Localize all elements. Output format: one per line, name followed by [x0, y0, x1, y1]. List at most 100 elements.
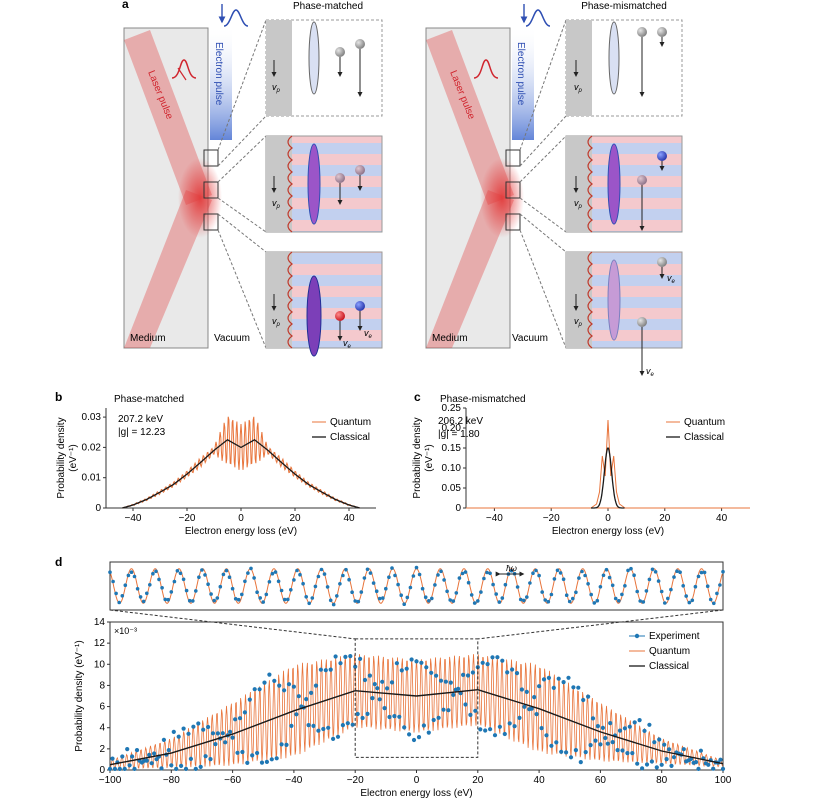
electron-packet — [307, 143, 321, 225]
experiment-point — [581, 697, 586, 703]
x-tick-label: 60 — [595, 775, 607, 786]
experiment-point — [206, 724, 211, 730]
experiment-point — [519, 687, 525, 692]
experiment-point — [512, 724, 517, 729]
experiment-point — [235, 750, 240, 755]
inset-experiment-point — [206, 582, 210, 586]
inset-experiment-point — [445, 589, 449, 594]
x-tick-label: 40 — [716, 513, 728, 524]
inset-experiment-point — [546, 599, 551, 604]
laser-beam-in — [124, 30, 212, 205]
inset-experiment-point — [230, 586, 235, 591]
inset-experiment-point — [463, 570, 468, 574]
experiment-point — [328, 667, 333, 672]
inset-experiment-point — [359, 590, 364, 594]
experiment-point — [443, 679, 448, 684]
inset-experiment-point — [583, 573, 587, 578]
chart-title: Phase-matched — [114, 394, 184, 405]
experiment-point — [267, 672, 272, 677]
experiment-point — [448, 680, 453, 685]
experiment-point — [662, 742, 667, 747]
inset-experiment-point — [644, 589, 649, 593]
experiment-point — [345, 721, 350, 726]
inset-experiment-point — [172, 579, 177, 584]
experiment-point — [233, 717, 238, 722]
inset-experiment-point — [175, 569, 180, 573]
experiment-point — [718, 757, 723, 762]
experiment-point — [257, 687, 262, 692]
x-tick-label: 0 — [414, 775, 420, 786]
y-axis-label: Probability density (eV⁻¹) — [74, 640, 85, 751]
experiment-point — [269, 757, 274, 762]
inset-experiment-point — [151, 571, 155, 576]
experiment-point — [610, 740, 615, 745]
laser-beam-in — [426, 30, 514, 205]
inset-experiment-point — [154, 569, 158, 574]
inset-experiment-point — [221, 572, 226, 577]
experiment-point — [559, 749, 564, 754]
inset-experiment-point — [374, 589, 379, 593]
experiment-point — [333, 654, 338, 659]
zoom-box-2 — [203, 181, 219, 199]
inset-experiment-point — [699, 570, 704, 575]
inset-experiment-point — [362, 576, 367, 580]
ve-label: ve — [364, 328, 373, 340]
experiment-point — [647, 722, 652, 727]
inset-experiment-point — [604, 567, 609, 572]
inset-experiment-point — [518, 597, 523, 602]
experiment-point — [335, 734, 341, 739]
experiment-point — [154, 757, 159, 762]
inset-experiment-point — [534, 568, 538, 573]
laser-pulse-icon — [473, 59, 499, 79]
inset-experiment-point — [138, 595, 143, 599]
inset-experiment-point — [135, 587, 140, 591]
y-tick-label: 12 — [94, 638, 106, 649]
x-axis-label: Electron energy loss (eV) — [360, 788, 472, 799]
experiment-point — [198, 764, 203, 770]
inset-experiment-point — [460, 571, 465, 576]
experiment-point — [617, 728, 623, 733]
x-tick-label: 100 — [715, 775, 732, 786]
experiment-point — [181, 726, 186, 731]
experiment-point — [404, 666, 409, 671]
inset-experiment-point — [663, 601, 667, 605]
inset-experiment-point — [267, 580, 272, 584]
experiment-point — [671, 755, 677, 760]
experiment-point — [514, 671, 520, 676]
inset-experiment-point — [276, 579, 281, 584]
zoom-line — [217, 115, 267, 167]
y-axis-label: Probability density — [56, 417, 67, 498]
inset-experiment-point — [246, 571, 250, 575]
inset-experiment-point — [641, 600, 646, 604]
experiment-point — [112, 766, 117, 772]
inset-experiment-point — [500, 596, 505, 600]
inset-experiment-point — [454, 591, 459, 595]
electron-packet — [607, 143, 621, 225]
zoom-box-1 — [505, 149, 521, 167]
inset-experiment-point — [439, 569, 443, 574]
experiment-point — [654, 765, 659, 770]
inset-experiment-point — [491, 582, 495, 587]
inset-experiment-point — [675, 569, 679, 573]
experiment-point — [348, 654, 353, 659]
inset-experiment-point — [390, 566, 394, 570]
inset-experiment-point — [561, 577, 566, 581]
y-axis-label: Probability density — [412, 417, 423, 498]
experiment-point — [424, 665, 429, 670]
inset-experiment-point — [503, 582, 508, 587]
laser-arrow — [177, 67, 187, 81]
experiment-point — [120, 754, 125, 759]
inset-experiment-point — [690, 598, 695, 603]
inset-experiment-point — [598, 585, 603, 589]
surface — [566, 252, 592, 348]
zoom-line — [519, 229, 567, 349]
x-tick-label: −20 — [179, 513, 196, 524]
inset-experiment-point — [577, 576, 581, 580]
experiment-point — [318, 667, 323, 672]
series-quantum — [109, 654, 723, 771]
experiment-point — [564, 750, 569, 755]
y-tick-label: 0.10 — [442, 463, 462, 474]
inset-experiment-point — [613, 596, 618, 601]
y-tick-label: 10 — [94, 659, 106, 670]
experiment-point — [590, 716, 596, 721]
